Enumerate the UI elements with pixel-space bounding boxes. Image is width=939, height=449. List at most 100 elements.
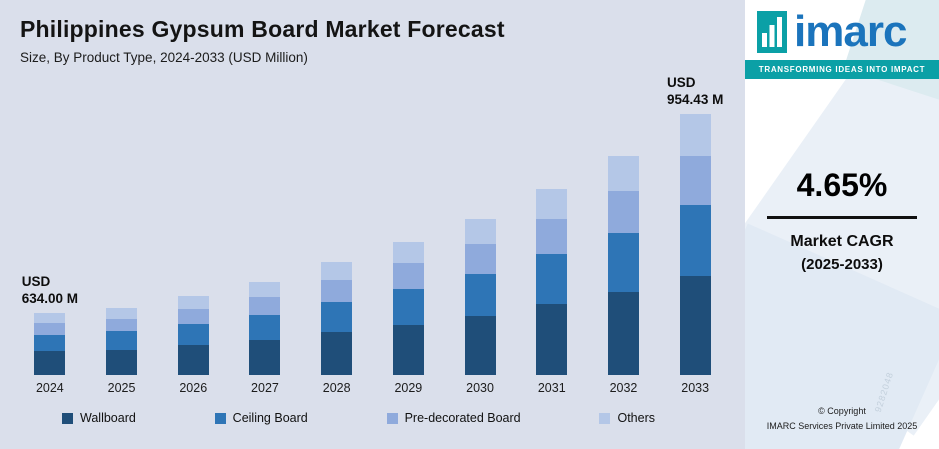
bar-segment-others [321,262,353,281]
x-axis-label-2028: 2028 [322,381,351,395]
bar-column-2028 [301,262,373,375]
cagr-block: 4.65% Market CAGR (2025-2033) [745,167,939,273]
bar-segment-others [536,189,568,219]
bar-segment-ceiling-board [536,254,568,305]
bar-column-2027 [229,282,301,375]
x-axis-label-2032: 2032 [609,381,638,395]
bar-segment-wallboard [536,304,568,375]
legend-label-others: Others [617,411,655,425]
bar-column-2033: USD 954.43 M [659,75,731,375]
x-axis-label-2033: 2033 [681,381,710,395]
imarc-tagline: TRANSFORMING IDEAS INTO IMPACT [745,60,939,79]
bar-segment-pre-decorated-board [392,263,424,289]
bar-segment-pre-decorated-board [34,322,66,335]
bar-column-2026 [157,296,229,375]
bar-column-2032 [588,156,660,375]
legend-item-pre-decorated-board: Pre-decorated Board [386,411,521,425]
copyright-line-2: IMARC Services Private Limited 2025 [766,420,918,431]
bar-segment-pre-decorated-board [321,280,353,302]
bar-column-2024: USD 634.00 M [14,274,86,375]
chart-pane: Philippines Gypsum Board Market Forecast… [0,0,745,449]
brand-panel: 9282048 imarc TRANSFORMING IDEAS INTO IM… [745,0,939,449]
legend-item-ceiling-board: Ceiling Board [214,411,308,425]
stacked-bar-2028 [321,262,353,375]
x-axis-label-2024: 2024 [35,381,64,395]
bar-segment-ceiling-board [464,273,496,316]
stacked-bar-2030 [464,219,496,375]
bar-segment-wallboard [177,345,209,375]
bar-segment-pre-decorated-board [249,296,281,315]
stacked-bar-chart: USD 634.00 M USD 954.43 M [0,69,745,375]
bar-segment-wallboard [607,291,639,375]
imarc-logo: imarc [745,0,939,54]
bar-segment-wallboard [321,332,353,375]
copyright-notice: © Copyright IMARC Services Private Limit… [745,404,939,433]
legend-label-ceiling-board: Ceiling Board [232,411,308,425]
bar-segment-others [392,242,424,264]
bar-segment-ceiling-board [249,314,281,340]
bar-segment-pre-decorated-board [106,318,138,332]
bar-segment-pre-decorated-board [536,218,568,255]
bar-segment-wallboard [249,339,281,375]
cagr-label: Market CAGR [790,233,894,250]
bar-segment-others [607,156,639,192]
page-title: Philippines Gypsum Board Market Forecast [20,16,505,42]
cagr-divider [767,216,917,219]
imarc-logo-text: imarc [794,7,907,56]
stacked-bar-2032 [607,156,639,375]
stacked-bar-2033 [679,113,711,375]
stacked-bar-2029 [392,242,424,375]
cagr-period: (2025-2033) [801,256,883,273]
bar-segment-ceiling-board [34,334,66,352]
x-axis-label-2031: 2031 [537,381,566,395]
bar-segment-ceiling-board [177,323,209,345]
imarc-logo-icon [757,11,787,53]
bar-column-2031 [516,189,588,375]
bar-segment-pre-decorated-board [607,191,639,233]
x-axis-label-2030: 2030 [466,381,494,395]
bar-column-2029 [373,242,445,375]
stacked-bar-2024 [34,313,66,375]
legend-item-others: Others [599,411,655,425]
legend-swatch-others [599,412,611,424]
bar-column-2030 [444,219,516,375]
bar-segment-others [34,313,66,323]
legend-swatch-wallboard [62,412,73,424]
stacked-bar-2026 [177,296,209,375]
bar-segment-others [106,308,138,319]
bar-column-2025 [86,308,158,375]
x-axis-label-2026: 2026 [179,381,208,395]
bar-segment-others [464,219,496,245]
bar-segment-wallboard [679,275,711,375]
bar-segment-pre-decorated-board [464,244,496,274]
stacked-bar-2031 [536,189,568,375]
legend-swatch-pre-decorated-board [386,412,398,424]
x-axis-label-2025: 2025 [107,381,136,395]
legend-label-wallboard: Wallboard [80,411,136,425]
bar-segment-pre-decorated-board [177,308,209,324]
chart-header: Philippines Gypsum Board Market Forecast… [0,14,745,65]
bar-segment-ceiling-board [321,301,353,333]
bar-segment-others [177,296,209,309]
cagr-value: 4.65% [796,167,888,203]
value-annotation-2024: USD 634.00 M [21,274,78,307]
bar-segment-ceiling-board [106,331,138,350]
chart-legend: Wallboard Ceiling Board Pre-decorated Boar… [62,411,655,425]
copyright-line-1: © Copyright [818,406,866,417]
x-axis-labels: 2024 2025 2026 2027 2028 2029 2030 2031 2032 2033 [0,381,745,395]
legend-swatch-ceiling-board [214,412,226,424]
bar-segment-ceiling-board [607,232,639,292]
legend-label-pre-decorated-board: Pre-decorated Board [404,411,521,425]
bar-segment-ceiling-board [392,288,424,325]
stacked-bar-2025 [106,308,138,375]
brand-panel-content: imarc TRANSFORMING IDEAS INTO IMPACT 4.6… [745,0,939,449]
stacked-bar-2027 [249,282,281,375]
bar-segment-wallboard [392,324,424,375]
bar-segment-ceiling-board [679,205,711,276]
chart-subtitle: Size, By Product Type, 2024-2033 (USD Mi… [20,50,308,65]
bar-segment-pre-decorated-board [679,155,711,206]
value-annotation-2033: USD 954.43 M [667,75,724,108]
bar-segment-others [249,282,281,297]
bar-segment-wallboard [106,349,138,375]
